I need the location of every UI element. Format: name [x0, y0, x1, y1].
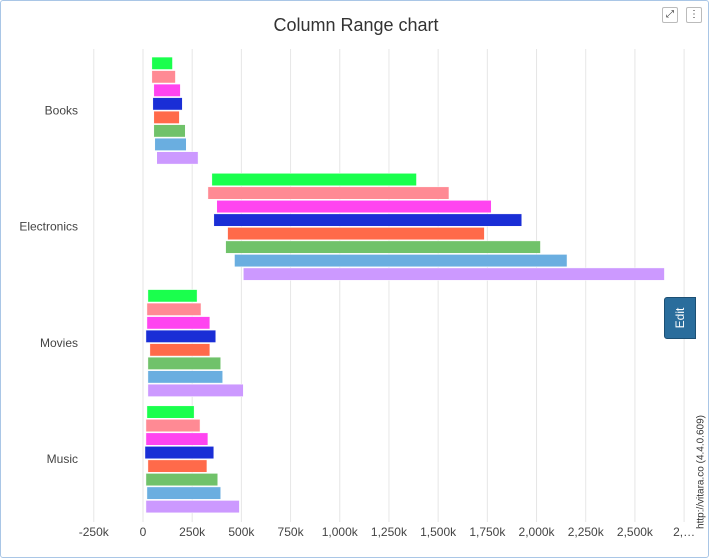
range-bar	[151, 56, 173, 70]
expand-icon[interactable]: ⤢	[662, 7, 678, 23]
x-tick-label: 0	[140, 525, 147, 539]
range-bar	[147, 383, 244, 397]
range-bar	[145, 419, 201, 433]
watermark-text: http://vitara.co (4.4.0.609)	[695, 415, 707, 529]
range-bar	[234, 254, 568, 268]
range-bar	[152, 97, 183, 111]
range-bar	[147, 370, 223, 384]
range-bar	[216, 200, 492, 214]
range-bar	[154, 137, 187, 151]
range-bar	[153, 124, 186, 138]
range-bar	[147, 289, 198, 303]
x-tick-label: 2,250k	[568, 525, 605, 539]
y-tick-label: Movies	[40, 336, 78, 350]
range-bar	[146, 486, 221, 500]
range-bar	[149, 343, 211, 357]
range-bar	[145, 473, 219, 487]
edit-button[interactable]: Edit	[664, 297, 696, 339]
x-tick-label: 2,000k	[519, 525, 556, 539]
range-bar	[151, 70, 176, 84]
range-bar	[147, 459, 208, 473]
chart-title: Column Range chart	[273, 15, 438, 35]
x-tick-label: 1,500k	[420, 525, 457, 539]
edit-label: Edit	[673, 307, 687, 329]
range-bar	[153, 83, 181, 97]
menu-icon[interactable]: ⋮	[686, 7, 702, 23]
y-tick-label: Music	[47, 452, 78, 466]
x-tick-label: 2,…	[673, 525, 695, 539]
range-bar	[211, 173, 417, 187]
y-tick-label: Books	[45, 103, 78, 117]
x-tick-label: -250k	[79, 525, 110, 539]
range-bar	[146, 405, 195, 419]
range-bar	[145, 500, 240, 514]
range-bar	[145, 432, 209, 446]
x-tick-label: 250k	[179, 525, 206, 539]
watermark: http://vitara.co (4.4.0.609)	[694, 397, 708, 547]
x-tick-label: 500k	[228, 525, 255, 539]
range-bar	[145, 329, 217, 343]
range-bar	[144, 446, 215, 460]
y-tick-label: Electronics	[19, 220, 78, 234]
range-bar	[227, 227, 485, 241]
x-tick-label: 1,750k	[469, 525, 506, 539]
range-bar	[146, 302, 202, 316]
range-bar	[225, 240, 541, 254]
x-tick-label: 1,250k	[371, 525, 408, 539]
range-bar	[147, 356, 221, 370]
range-bar	[156, 151, 199, 165]
range-bar	[146, 316, 211, 330]
range-bar	[153, 110, 180, 124]
range-bar	[207, 186, 450, 200]
x-tick-label: 2,500k	[617, 525, 654, 539]
x-tick-label: 1,000k	[322, 525, 359, 539]
range-bar	[243, 267, 665, 281]
x-tick-label: 750k	[278, 525, 305, 539]
range-bar	[213, 213, 523, 227]
